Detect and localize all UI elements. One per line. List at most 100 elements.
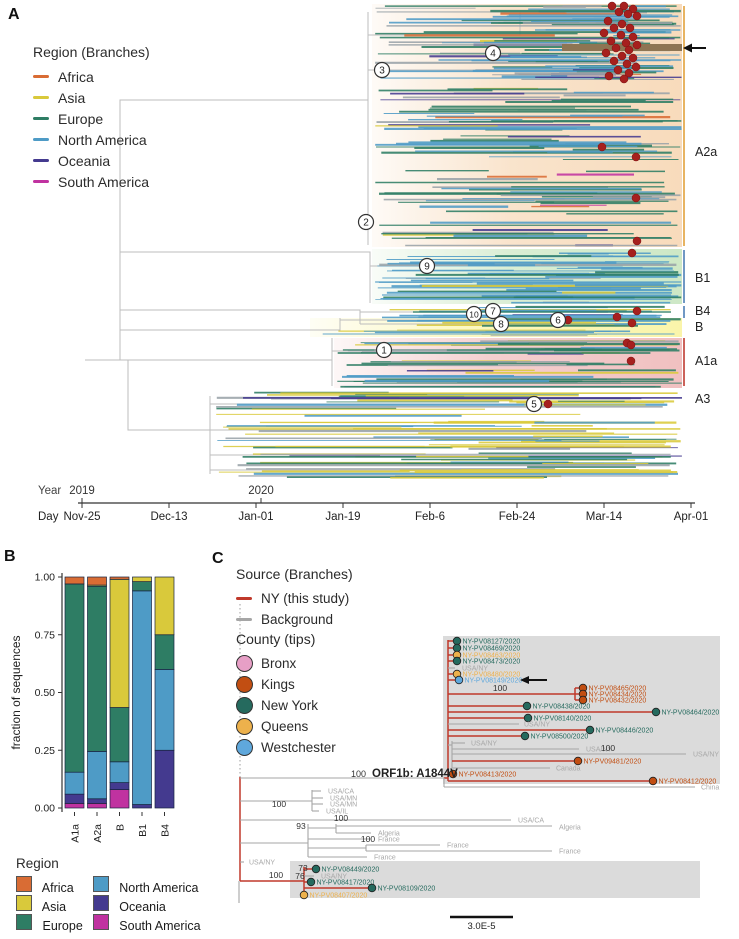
axis-tick-label: Mar-14 bbox=[586, 511, 623, 523]
legend-item-africa: Africa bbox=[16, 876, 83, 895]
tip-label: NY-PV08432/2020 bbox=[589, 697, 647, 704]
africa-color-swatch bbox=[16, 876, 32, 892]
ny-sample-dot bbox=[609, 56, 619, 66]
bar-segment-Europe bbox=[109, 707, 130, 763]
event-number-3: 3 bbox=[379, 65, 385, 76]
legend-item-label: NY (this study) bbox=[261, 591, 350, 606]
europe-color-swatch bbox=[16, 914, 32, 930]
ny-sample-dot bbox=[631, 152, 641, 162]
tip-label: NY-PV08446/2020 bbox=[596, 727, 654, 734]
ny-sample-dot bbox=[612, 312, 622, 322]
westchester-color-swatch bbox=[236, 739, 253, 756]
panel-c-tree-svg: NY-PV08127/2020NY-PV08469/2020NY-PV08463… bbox=[238, 604, 720, 932]
ny-sample-dot bbox=[599, 28, 609, 38]
bootstrap-value: 100 bbox=[334, 813, 348, 823]
clade-label-A1a: A1a bbox=[695, 354, 717, 368]
bronx-color-swatch bbox=[236, 655, 253, 672]
tree-skeleton-branch bbox=[85, 12, 369, 361]
y-axis-title: fraction of sequences bbox=[9, 635, 23, 749]
ny-sample-dot bbox=[611, 43, 621, 53]
tip-dot-new-york bbox=[585, 725, 595, 735]
x-tick-label: A2a bbox=[92, 824, 104, 843]
ny-sample-dot bbox=[619, 1, 629, 11]
tip-label: NY-PV08463/2020 bbox=[463, 652, 521, 659]
legend-item-north-america: North America bbox=[33, 129, 150, 150]
legend-item-label: North America bbox=[119, 881, 199, 895]
legend-item-bronx: Bronx bbox=[236, 653, 336, 674]
year-tick-label: 2020 bbox=[248, 485, 274, 497]
event-circle-7 bbox=[484, 302, 502, 320]
ny-sample-dot bbox=[627, 248, 637, 258]
legend-item-label: North America bbox=[58, 131, 147, 148]
legend-item-label: Queens bbox=[261, 719, 309, 734]
axis-tick-label: Jan-19 bbox=[325, 511, 360, 523]
tip-label: NY-PV08500/2020 bbox=[531, 733, 589, 740]
bar-segment-Asia bbox=[109, 578, 130, 708]
y-tick-label: 0.25 bbox=[35, 745, 56, 757]
legend-item-asia: Asia bbox=[33, 87, 150, 108]
legend-item-label: Africa bbox=[58, 68, 94, 85]
ny-sample-dot bbox=[632, 236, 642, 246]
event-circle-10 bbox=[465, 305, 483, 323]
background-tip-label: USA/NY bbox=[586, 746, 612, 753]
bootstrap-value: 100 bbox=[361, 834, 375, 844]
tip-label: NY-PV08127/2020 bbox=[463, 638, 521, 645]
axis-tick-label: Apr-01 bbox=[674, 511, 709, 523]
event-number-9: 9 bbox=[424, 261, 430, 272]
ny-sample-dot bbox=[601, 48, 611, 58]
tip-dot-kings bbox=[648, 776, 658, 786]
axis-tick-label: Feb-6 bbox=[415, 511, 445, 523]
legend-item-europe: Europe bbox=[16, 914, 83, 933]
event-circle-6 bbox=[549, 311, 567, 329]
tree-skeleton-branch bbox=[120, 309, 361, 324]
legend-item-asia: Asia bbox=[16, 895, 83, 914]
tip-dot-new-york bbox=[452, 643, 462, 653]
tree-skeleton-branch bbox=[127, 360, 210, 431]
bar-segment-Africa bbox=[109, 576, 130, 580]
background-color-swatch bbox=[236, 618, 252, 621]
ny-sample-dot bbox=[632, 306, 642, 316]
legend-item-kings: Kings bbox=[236, 674, 336, 695]
oceania-color-swatch bbox=[92, 895, 109, 911]
event-number-7: 7 bbox=[490, 306, 496, 317]
ny-sample-dot bbox=[607, 1, 617, 11]
bar-segment-South-America bbox=[64, 803, 85, 809]
bar-segment-Africa bbox=[64, 576, 85, 585]
day-axis-caption: Day bbox=[38, 511, 59, 523]
bar-segment-Africa bbox=[87, 576, 107, 586]
tip-dot-new-york bbox=[522, 701, 532, 711]
background-tip-label: France bbox=[374, 854, 396, 861]
bar-segment-Europe bbox=[132, 581, 152, 592]
legend-item-queens: Queens bbox=[236, 716, 336, 737]
south-america-color-swatch bbox=[92, 914, 109, 930]
ny-sample-dot bbox=[604, 71, 614, 81]
legend-item-label: Asia bbox=[58, 89, 86, 106]
bootstrap-value: 93 bbox=[296, 821, 306, 831]
bar-segment-North-America bbox=[109, 761, 130, 783]
event-circle-5 bbox=[525, 395, 543, 413]
event-circle-1 bbox=[375, 341, 393, 359]
legend-item-south-america: South America bbox=[92, 914, 201, 933]
clade-label-B: B bbox=[695, 320, 703, 334]
tip-dot-new-york bbox=[520, 731, 530, 741]
ny-sample-dot bbox=[603, 16, 613, 26]
y-tick-label: 0.50 bbox=[35, 687, 56, 699]
bootstrap-value: 100 bbox=[269, 870, 283, 880]
scale-bar-label: 3.0E-5 bbox=[468, 921, 496, 932]
panel-c-source-legend: Source (Branches) NY (this study) Backgr… bbox=[236, 566, 353, 630]
tip-label: NY-PV08473/2020 bbox=[463, 658, 521, 665]
ny-sample-dot bbox=[632, 40, 642, 50]
bar-segment-North-America bbox=[154, 669, 175, 751]
background-tip-label: USA/IL bbox=[326, 808, 348, 815]
background-tip-label: USA/NY bbox=[693, 751, 719, 758]
bootstrap-value: 73 bbox=[298, 863, 308, 873]
event-circle-3 bbox=[373, 61, 391, 79]
legend-item-label: Kings bbox=[261, 677, 295, 692]
asia-color-swatch bbox=[33, 96, 49, 99]
panel-a-region-legend: Region (Branches) Africa Asia Europe Nor… bbox=[33, 44, 150, 192]
clade-label-A2a: A2a bbox=[695, 145, 717, 159]
ny-sample-dot bbox=[631, 193, 641, 203]
legend-item-westchester: Westchester bbox=[236, 737, 336, 758]
legend-item-south-america: South America bbox=[33, 171, 150, 192]
